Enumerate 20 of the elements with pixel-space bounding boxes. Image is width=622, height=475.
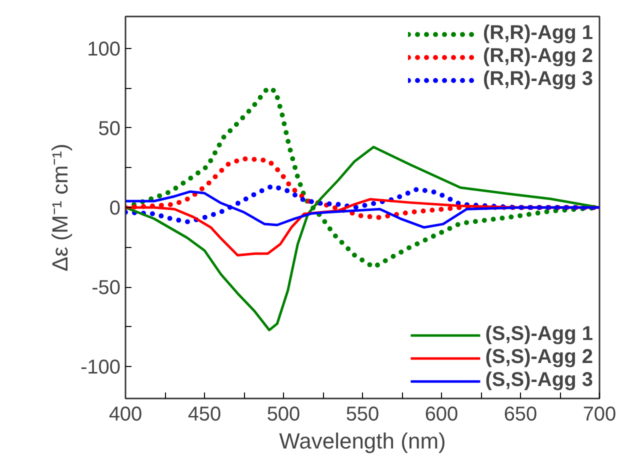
legend-label: (R,R)-Agg 3: [483, 68, 593, 91]
y-tick-label: 100: [87, 38, 121, 60]
x-tick-label: 700: [582, 404, 616, 426]
legend-label: (S,S)-Agg 3: [485, 369, 593, 392]
y-axis-title: Δε (M⁻¹ cm⁻¹): [47, 144, 72, 272]
legend-label: (S,S)-Agg 1: [485, 323, 593, 346]
x-tick-label: 400: [108, 404, 142, 426]
y-tick-label: 0: [109, 198, 120, 220]
y-tick-label: -100: [80, 356, 120, 379]
y-tick-label: 50: [98, 118, 121, 140]
x-axis-title: Wavelength (nm): [279, 428, 446, 454]
legend-label: (R,R)-Agg 2: [483, 45, 593, 68]
x-tick-label: 500: [266, 404, 300, 426]
x-tick-label: 600: [424, 404, 458, 426]
legend-label: (R,R)-Agg 1: [483, 22, 593, 45]
x-tick-label: 650: [504, 404, 538, 426]
x-tick-label: 550: [346, 404, 380, 426]
y-tick-label: -50: [92, 277, 120, 300]
legend-label: (S,S)-Agg 2: [485, 346, 593, 369]
x-tick-label: 450: [188, 404, 222, 426]
